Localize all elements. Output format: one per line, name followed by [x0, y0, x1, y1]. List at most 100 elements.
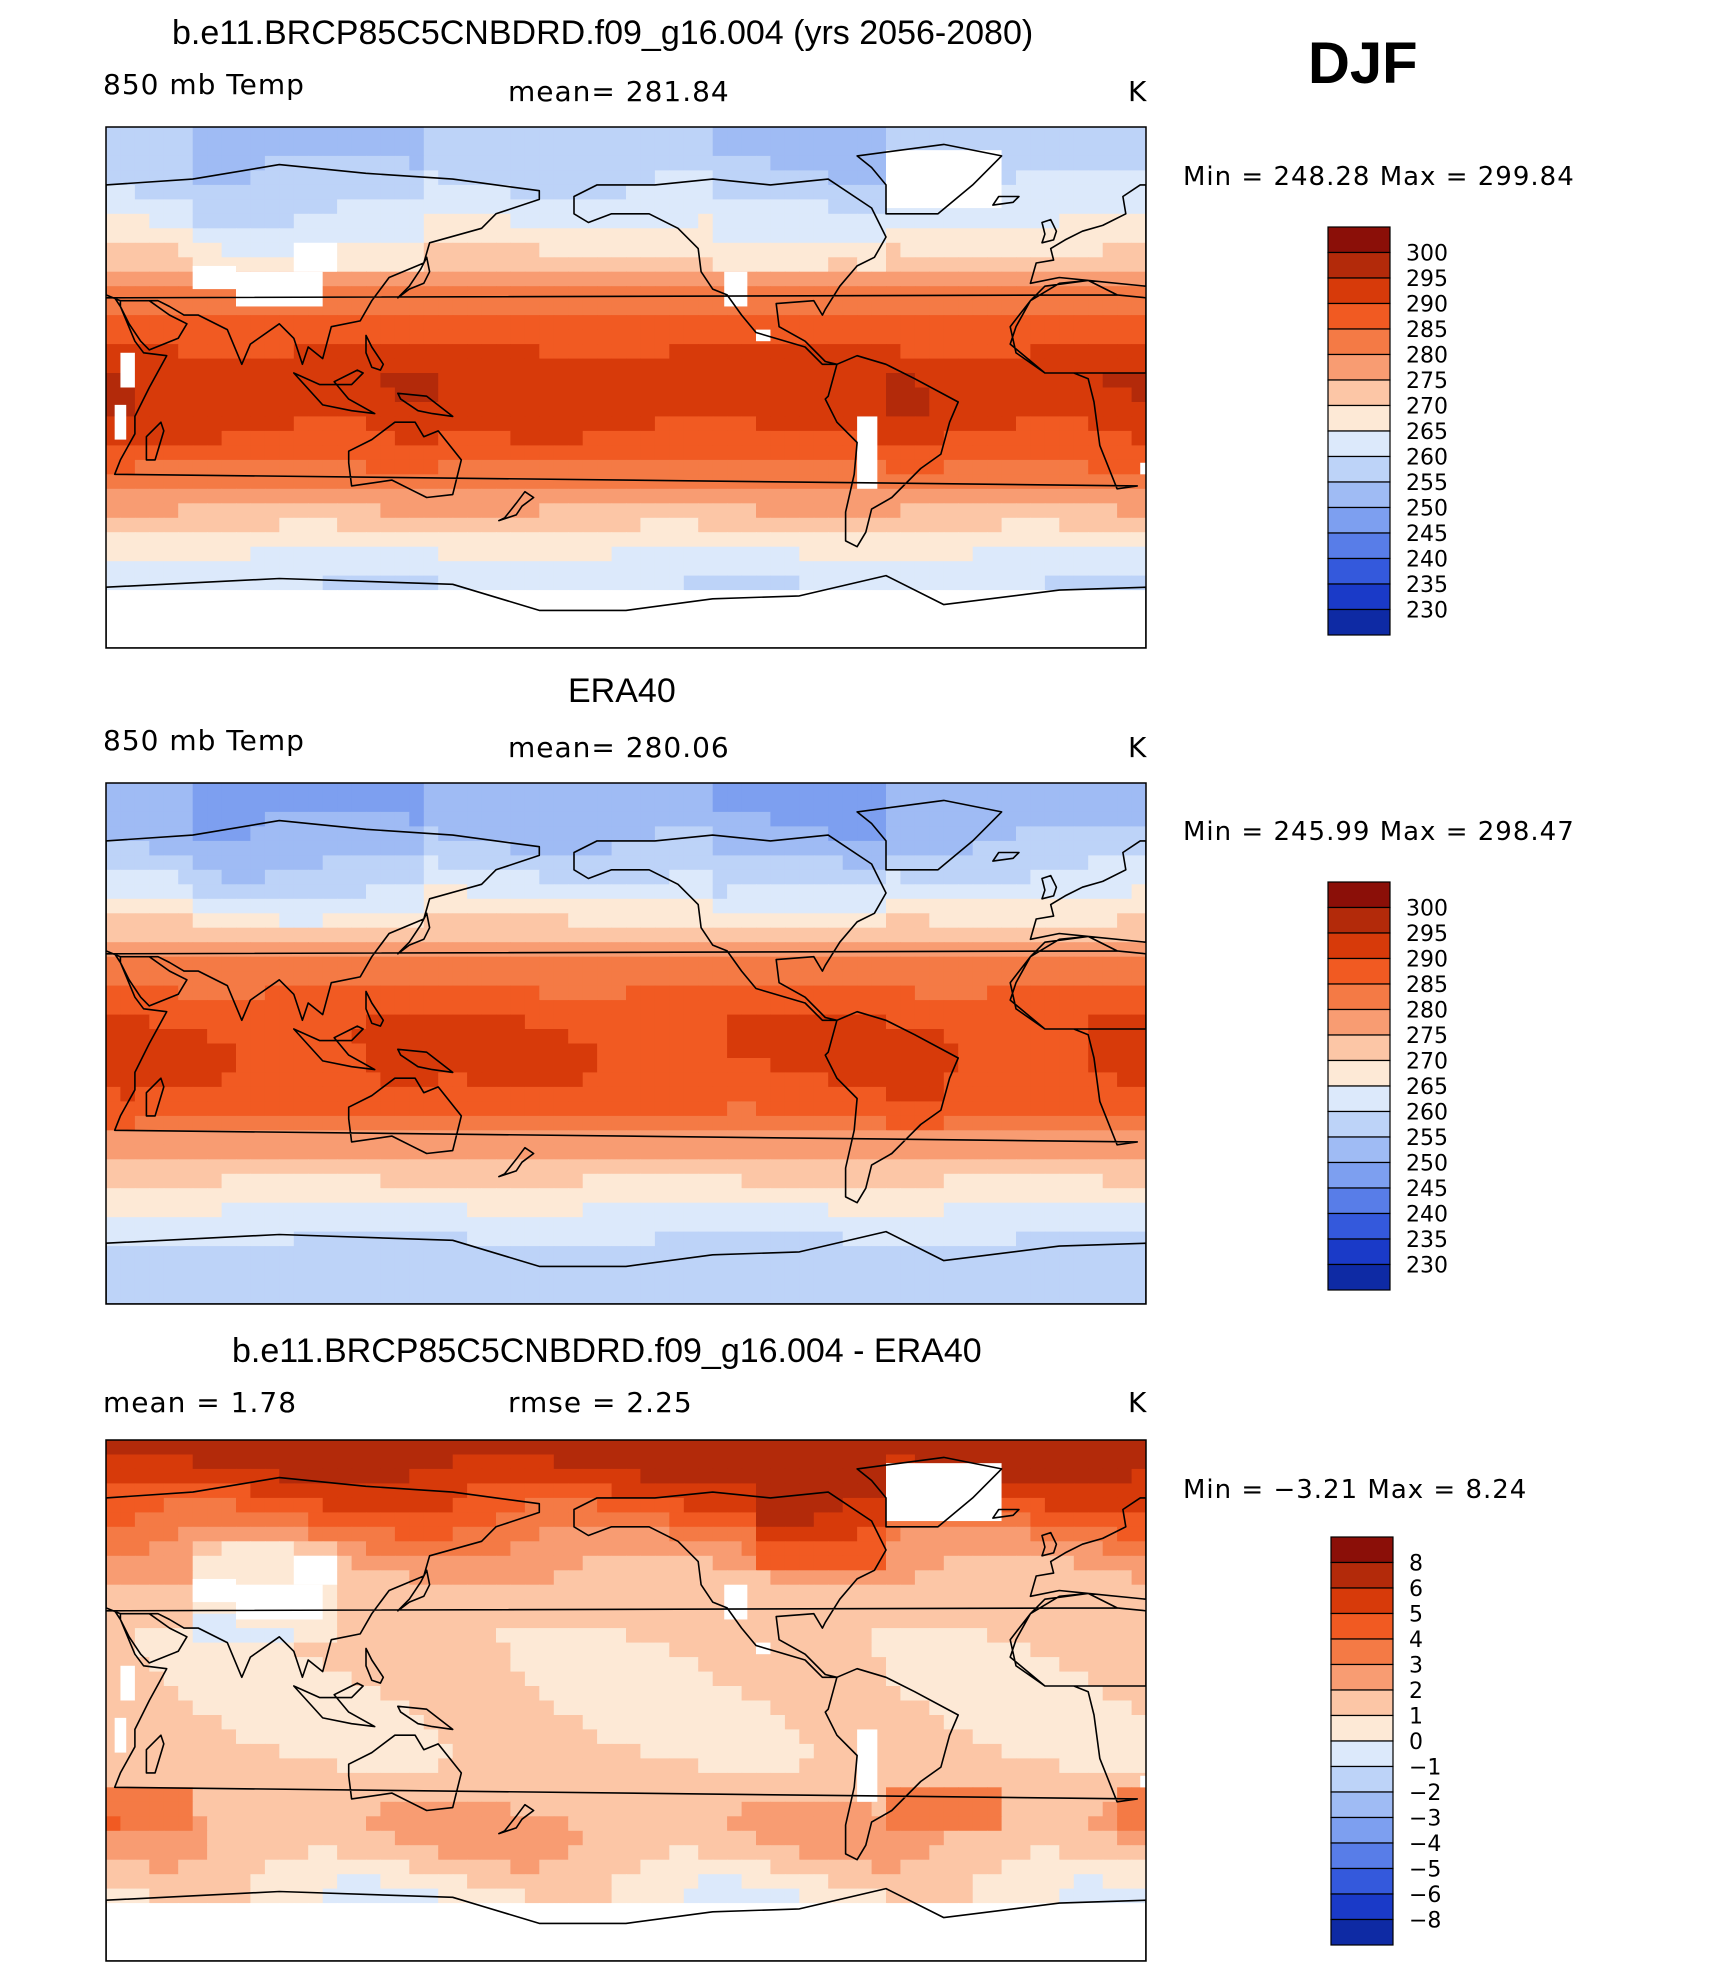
field-cell	[452, 517, 468, 533]
field-cell	[654, 797, 670, 813]
field-cell	[943, 1144, 959, 1160]
field-cell	[1059, 184, 1075, 200]
field-cell	[467, 898, 483, 914]
field-cell	[654, 155, 670, 171]
field-cell	[553, 373, 569, 389]
field-cell	[394, 1173, 410, 1189]
field-cell	[958, 257, 974, 273]
field-cell	[654, 985, 670, 1001]
field-cell	[207, 1115, 223, 1131]
field-cell	[178, 1217, 194, 1233]
field-cell	[943, 826, 959, 842]
field-cell	[813, 855, 829, 871]
field-cell	[553, 561, 569, 577]
field-cell	[813, 985, 829, 1001]
field-cell	[322, 913, 338, 929]
field-cell	[1059, 546, 1075, 562]
field-cell	[669, 927, 685, 943]
field-cell	[351, 1115, 367, 1131]
field-cell	[582, 1000, 598, 1016]
field-cell	[1117, 1072, 1133, 1088]
field-cell	[929, 503, 945, 519]
missing-data-mask	[120, 352, 135, 388]
field-cell	[192, 344, 208, 360]
field-cell	[727, 1072, 743, 1088]
field-cell	[712, 1202, 728, 1218]
field-cell	[149, 575, 165, 591]
field-cell	[351, 1144, 367, 1160]
field-cell	[1073, 315, 1089, 331]
field-cell	[1131, 184, 1146, 200]
field-cell	[683, 1202, 699, 1218]
field-cell	[380, 315, 396, 331]
field-cell	[293, 604, 309, 620]
field-cell	[279, 1159, 295, 1175]
field-cell	[712, 1058, 728, 1074]
field-cell	[799, 826, 815, 842]
field-cell	[1102, 373, 1118, 389]
field-cell	[279, 1072, 295, 1088]
field-cell	[553, 1159, 569, 1175]
field-cell	[380, 1188, 396, 1204]
field-cell	[149, 459, 165, 475]
field-cell	[756, 927, 771, 943]
field-cell	[496, 257, 511, 273]
field-cell	[1059, 633, 1075, 648]
field-cell	[553, 315, 569, 331]
field-cell	[452, 855, 468, 871]
field-cell	[770, 1043, 786, 1059]
field-cell	[886, 927, 901, 943]
field-cell	[106, 373, 121, 389]
field-cell	[770, 373, 786, 389]
field-cell	[756, 1217, 771, 1233]
field-cell	[1059, 1217, 1075, 1233]
field-cell	[1117, 532, 1133, 548]
field-cell	[698, 1086, 714, 1102]
field-cell	[394, 561, 410, 577]
field-cell	[207, 358, 223, 374]
field-cell	[929, 1014, 945, 1030]
field-cell	[1059, 855, 1075, 871]
field-cell	[1117, 811, 1133, 827]
field-cell	[467, 445, 483, 461]
field-cell	[1088, 459, 1104, 475]
field-cell	[366, 1173, 381, 1189]
field-cell	[264, 840, 280, 856]
field-cell	[106, 826, 121, 842]
field-cell	[727, 927, 743, 943]
field-cell	[279, 869, 295, 885]
field-cell	[857, 956, 873, 972]
field-cell	[582, 1072, 598, 1088]
field-cell	[1016, 271, 1031, 287]
field-cell	[134, 985, 150, 1001]
field-cell	[120, 840, 136, 856]
field-cell	[958, 286, 974, 302]
field-cell	[987, 855, 1003, 871]
field-cell	[886, 127, 901, 143]
field-cell	[178, 1000, 194, 1016]
field-cell	[1088, 503, 1104, 519]
field-cell	[582, 884, 598, 900]
field-cell	[207, 1246, 223, 1262]
field-cell	[394, 141, 410, 157]
field-cell	[496, 517, 511, 533]
field-cell	[134, 619, 150, 635]
field-cell	[394, 155, 410, 171]
field-cell	[568, 590, 584, 606]
field-cell	[568, 619, 584, 635]
field-cell	[756, 315, 771, 331]
colorbar-swatch	[1327, 481, 1391, 509]
field-cell	[380, 387, 396, 403]
field-cell	[524, 1029, 540, 1045]
field-cell	[756, 387, 771, 403]
field-cell	[900, 1202, 916, 1218]
field-cell	[423, 344, 439, 360]
field-cell	[452, 1014, 468, 1030]
field-cell	[423, 503, 439, 519]
field-cell	[842, 1144, 858, 1160]
field-cell	[264, 199, 280, 215]
field-cell	[1001, 387, 1017, 403]
field-cell	[1088, 840, 1104, 856]
field-cell	[322, 1130, 338, 1146]
field-cell	[394, 271, 410, 287]
